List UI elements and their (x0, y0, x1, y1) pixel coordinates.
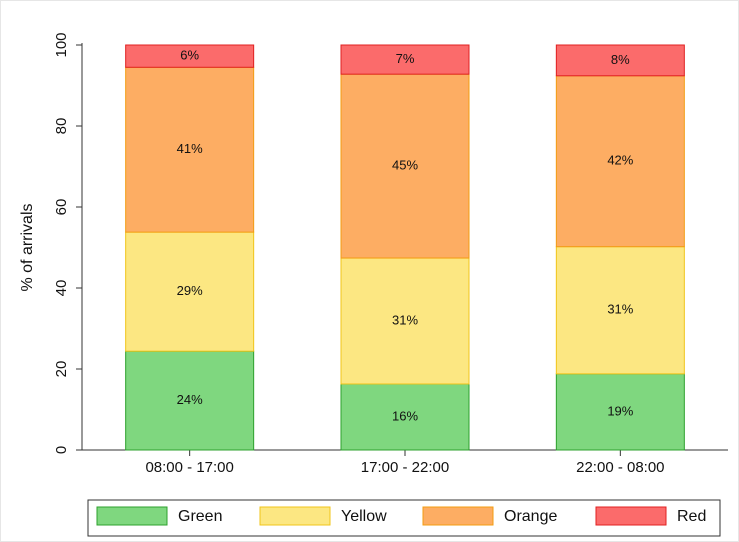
bar-segment (555, 373, 685, 451)
value-label: 41% (177, 141, 203, 156)
legend-swatch (595, 506, 667, 526)
bar-segment (340, 383, 470, 451)
bar-segment (125, 350, 255, 451)
y-tick-label: 0 (53, 446, 70, 454)
x-tick-label: 08:00 - 17:00 (145, 459, 233, 476)
x-tick-label: 22:00 - 08:00 (576, 459, 664, 476)
value-label: 31% (392, 312, 418, 327)
value-label: 42% (607, 153, 633, 168)
bar-segment (125, 44, 255, 68)
y-tick-label: 100 (53, 32, 70, 57)
x-tick-label: 17:00 - 22:00 (361, 459, 449, 476)
legend-label: Red (677, 508, 706, 525)
y-tick-label: 60 (53, 199, 70, 216)
value-label: 31% (607, 302, 633, 317)
value-label: 45% (392, 158, 418, 173)
legend-label: Yellow (341, 508, 387, 525)
value-label: 16% (392, 408, 418, 423)
value-label: 19% (607, 403, 633, 418)
bar-segment (555, 246, 685, 375)
value-label: 8% (611, 52, 630, 67)
y-tick-label: 40 (53, 280, 70, 297)
y-axis-title: % of arrivals (19, 203, 36, 291)
value-label: 24% (177, 392, 203, 407)
value-label: 29% (177, 283, 203, 298)
value-label: 7% (396, 51, 415, 66)
y-tick-label: 80 (53, 118, 70, 135)
legend-swatch (96, 506, 168, 526)
bar-segment (340, 44, 470, 75)
legend-label: Orange (504, 508, 557, 525)
bar-segment (340, 257, 470, 385)
bar-segment (125, 231, 255, 352)
legend-swatch (422, 506, 494, 526)
value-label: 6% (180, 48, 199, 63)
bar-segment (555, 44, 685, 77)
legend-label: Green (178, 508, 222, 525)
bar-segment (125, 66, 255, 233)
y-tick-label: 20 (53, 361, 70, 378)
legend-swatch (259, 506, 331, 526)
bar-segment (555, 75, 685, 248)
bar-segment (340, 73, 470, 259)
